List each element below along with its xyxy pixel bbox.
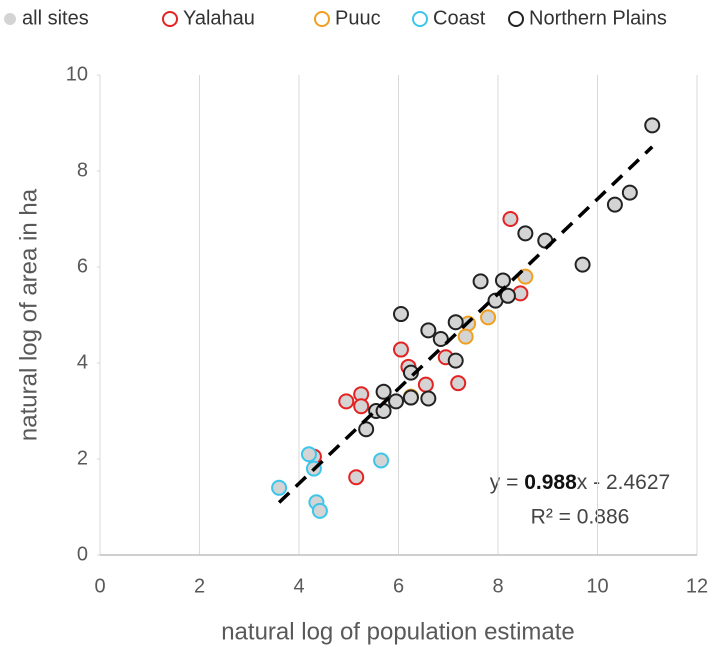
point: [472, 273, 489, 290]
x-tick-label: 0: [94, 575, 105, 597]
x-tick-label: 2: [194, 575, 205, 597]
x-tick-label: 8: [492, 575, 503, 597]
y-tick-label: 4: [77, 351, 88, 373]
trend-equation: y = 0.988x - 2.4627: [490, 471, 670, 494]
point: [373, 452, 390, 469]
legend-label: Yalahau: [183, 7, 255, 29]
point: [606, 196, 623, 213]
point: [499, 287, 516, 304]
point: [402, 389, 419, 406]
point: [574, 256, 591, 273]
point: [432, 331, 449, 347]
point: [447, 352, 464, 369]
legend-swatch: [508, 11, 524, 27]
eq-suffix: x - 2.4627: [577, 471, 670, 494]
legend-swatch: [314, 11, 330, 27]
legend-swatch: [4, 13, 16, 25]
legend-swatch: [412, 11, 428, 27]
legend-label: all sites: [22, 7, 89, 29]
point: [358, 421, 375, 438]
point: [457, 328, 474, 345]
point: [420, 322, 437, 339]
y-tick-label: 6: [77, 255, 88, 277]
point: [494, 272, 511, 289]
point: [388, 393, 405, 410]
point: [311, 502, 328, 519]
y-tick-label: 10: [66, 63, 88, 85]
legend-swatch: [162, 11, 178, 27]
y-tick-label: 2: [77, 447, 88, 469]
point: [517, 225, 534, 242]
x-tick-label: 6: [393, 575, 404, 597]
point: [502, 211, 519, 227]
x-axis-title: natural log of population estimate: [221, 618, 575, 645]
point: [417, 376, 434, 393]
point: [402, 364, 419, 381]
point: [420, 390, 437, 407]
point: [480, 309, 497, 326]
x-tick-label: 12: [686, 575, 708, 597]
point: [450, 375, 467, 392]
y-tick-label: 8: [77, 159, 88, 181]
point: [644, 117, 661, 134]
eq-prefix: y =: [490, 471, 524, 494]
point: [392, 341, 409, 358]
point: [348, 469, 365, 486]
point: [300, 446, 317, 463]
x-tick-label: 4: [293, 575, 304, 597]
point: [353, 398, 370, 415]
point: [271, 479, 288, 496]
trendline: [277, 145, 654, 504]
y-tick-label: 0: [77, 543, 88, 565]
legend-label: Puuc: [335, 7, 381, 29]
eq-slope: 0.988: [524, 471, 577, 494]
r-squared: R² = 0.886: [531, 506, 630, 529]
point: [338, 393, 355, 410]
point: [447, 314, 464, 331]
point: [621, 184, 638, 201]
legend-label: Northern Plains: [529, 7, 667, 29]
point: [392, 306, 409, 323]
legend-label: Coast: [433, 7, 486, 29]
y-axis-title: natural log of area in ha: [15, 188, 42, 441]
point: [375, 383, 392, 400]
x-tick-label: 10: [586, 575, 608, 597]
